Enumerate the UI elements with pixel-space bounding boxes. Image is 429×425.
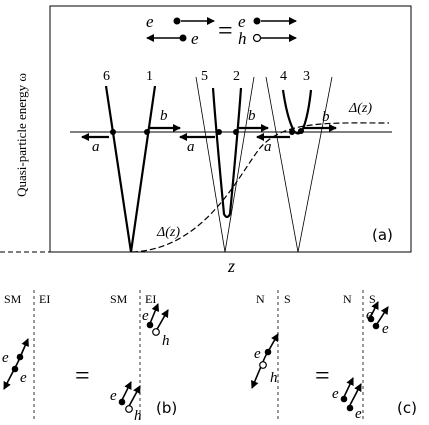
electron-dot: [179, 34, 187, 42]
electron-dot: [372, 322, 380, 330]
electron-label: e: [254, 346, 261, 362]
branch-label-2: 2: [233, 69, 240, 84]
panel-a-label: (a): [372, 226, 393, 244]
intersection-dot: [144, 129, 150, 135]
x-axis-label: z: [227, 256, 235, 276]
label-ei: EI: [145, 292, 156, 306]
gap-profile-curve: [131, 122, 390, 253]
electron-label: e: [2, 350, 9, 366]
gap-label-left: Δ(z): [156, 225, 180, 240]
intersection-dot: [289, 129, 295, 135]
arrow: [348, 383, 362, 408]
panel-a-frame: [49, 5, 412, 253]
arrow: [120, 381, 132, 403]
label-sm: SM: [4, 292, 22, 306]
equals-sign: =: [315, 361, 330, 390]
thin-cone-right: [265, 76, 333, 253]
dispersion-branch-5-2: [211, 87, 243, 219]
intersection-dot: [233, 129, 239, 135]
dispersion-branch-6-1: [104, 85, 157, 253]
electron-dot: [264, 348, 272, 356]
hole-dot: [252, 33, 262, 43]
branch-label-3: 3: [303, 69, 310, 84]
hole-dot: [152, 328, 160, 336]
y-axis-label: Quasi-particle energy ω: [14, 73, 29, 197]
electron-dot: [367, 315, 375, 323]
hole-label: h: [134, 408, 142, 424]
panel-c: N S e h = N S e e e e (c): [251, 290, 417, 422]
electron-label: e: [110, 388, 117, 404]
panel-b: SM EI e e = SM EI e h e h (b): [2, 290, 177, 424]
electron-dot: [118, 398, 126, 406]
electron-label: e: [142, 308, 149, 324]
electron-dot: [16, 353, 24, 361]
branch-label-4: 4: [280, 69, 287, 84]
branch-label-5: 5: [201, 69, 208, 84]
arrow-b-label: b: [160, 108, 168, 124]
thin-cone-middle: [195, 76, 255, 253]
arrow-b-label: b: [322, 109, 330, 125]
arrow: [127, 385, 141, 409]
legend: e e = e h: [146, 12, 297, 48]
equals-sign: =: [75, 361, 90, 390]
hole-label: h: [162, 333, 170, 349]
panel-c-label: (c): [397, 399, 417, 417]
electron-label: e: [332, 386, 339, 402]
electron-dot: [346, 404, 354, 412]
panel-b-label: (b): [156, 399, 177, 417]
hole-dot: [259, 361, 267, 369]
dispersion-branch-4-3: [281, 89, 313, 135]
electron-dot: [340, 395, 348, 403]
hole-dot: [125, 405, 133, 413]
electron-label: e: [20, 370, 27, 386]
label-sm: SM: [110, 292, 128, 306]
arrow: [155, 309, 169, 332]
legend-equals: =: [218, 16, 233, 45]
legend-h: h: [238, 29, 247, 48]
arrow-a-label: a: [264, 139, 272, 155]
intersection-dot: [216, 129, 222, 135]
electron-dot: [253, 17, 261, 25]
electron-dot: [173, 17, 181, 25]
electron-dot: [146, 321, 154, 329]
label-n: N: [256, 292, 265, 306]
label-s: S: [284, 292, 291, 306]
intersection-dot: [110, 129, 116, 135]
label-n: N: [343, 292, 352, 306]
legend-e-right-moving: e: [146, 12, 154, 31]
legend-e-left-moving: e: [191, 29, 199, 48]
legend-e-right: e: [238, 12, 246, 31]
hole-label: h: [270, 370, 278, 386]
label-s: S: [369, 292, 376, 306]
branch-label-1: 1: [146, 69, 153, 84]
arrow-a-label: a: [92, 139, 100, 155]
electron-dot: [11, 365, 19, 373]
gap-label-right: Δ(z): [348, 101, 372, 116]
arrow: [342, 377, 354, 400]
arrow-a-label: a: [187, 139, 195, 155]
intersection-dot: [298, 128, 304, 134]
electron-label: e: [366, 307, 373, 323]
panel-a: Quasi-particle energy ω z (a) e e = e h: [0, 5, 412, 276]
electron-label: e: [355, 406, 362, 422]
electron-label: e: [382, 321, 389, 337]
branch-label-6: 6: [103, 69, 110, 84]
label-ei: EI: [39, 292, 50, 306]
arrow-b-label: b: [248, 108, 256, 124]
